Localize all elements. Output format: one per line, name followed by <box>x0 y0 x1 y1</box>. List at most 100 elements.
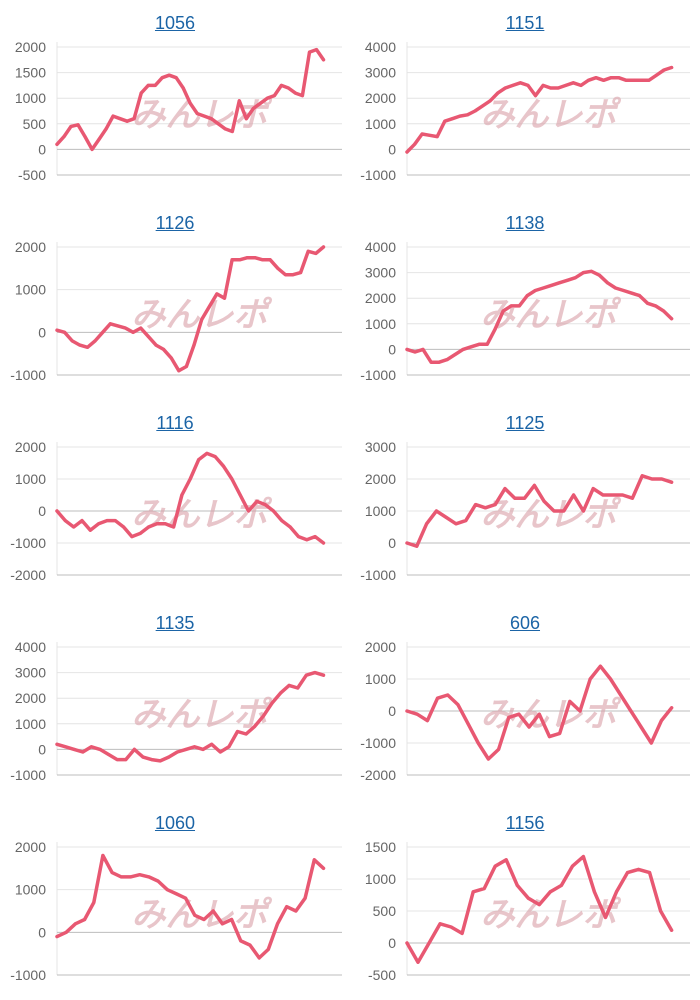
data-point <box>465 113 469 117</box>
data-point <box>270 701 274 705</box>
data-point <box>138 531 142 535</box>
chart-title-link[interactable]: 1138 <box>505 213 545 233</box>
y-tick-label: 2000 <box>15 39 46 55</box>
y-tick-label: 1500 <box>365 839 396 855</box>
data-point <box>265 96 269 100</box>
data-point <box>476 741 480 745</box>
y-tick-label: 500 <box>23 116 47 132</box>
data-point <box>630 291 634 295</box>
y-tick-label: -2000 <box>10 567 46 583</box>
chart-title-link[interactable]: 1116 <box>156 413 194 433</box>
data-point <box>614 890 618 894</box>
data-point <box>483 506 487 510</box>
data-point <box>471 890 475 894</box>
chart-title-link[interactable]: 1135 <box>155 613 195 633</box>
data-point <box>629 709 633 713</box>
data-point <box>648 871 652 875</box>
data-point <box>473 109 477 113</box>
data-point <box>542 499 546 503</box>
chart-1116: 2000 1000 0 -1000 -2000 みんレポ 1116 <box>0 400 350 600</box>
chart-title-link[interactable]: 1156 <box>505 813 545 833</box>
y-tick-label: -1000 <box>10 535 46 551</box>
data-point <box>138 873 142 877</box>
y-tick-label: 1000 <box>15 471 46 487</box>
data-point <box>558 731 562 735</box>
data-point <box>255 499 259 503</box>
data-point <box>276 266 280 270</box>
data-point <box>621 493 625 497</box>
y-tick-label: 1000 <box>365 116 396 132</box>
data-point <box>97 522 101 526</box>
data-point <box>184 896 188 900</box>
watermark-logo: みんレポ <box>481 95 622 135</box>
data-point <box>131 330 135 334</box>
data-point <box>124 758 128 762</box>
chart-title-link[interactable]: 1056 <box>154 13 196 33</box>
data-point <box>132 117 136 121</box>
data-point <box>92 900 96 904</box>
chart-1056: 2000 1500 1000 500 0 -500 みんレポ 1056 <box>0 0 350 200</box>
series-line <box>55 853 326 960</box>
y-tick-label: 1000 <box>15 716 46 732</box>
data-point <box>210 742 214 746</box>
data-point <box>89 745 93 749</box>
data-point <box>294 909 298 913</box>
data-point <box>261 714 265 718</box>
data-point <box>299 271 303 275</box>
y-tick-label: 2000 <box>365 639 396 655</box>
data-point <box>278 691 282 695</box>
y-tick-label: -1000 <box>10 367 46 383</box>
data-point <box>594 76 598 80</box>
data-point <box>304 673 308 677</box>
y-tick-label: 0 <box>388 341 396 357</box>
y-tick-label: 2000 <box>15 690 46 706</box>
data-point <box>624 78 628 82</box>
data-point <box>188 477 192 481</box>
chart-title-link[interactable]: 1151 <box>505 13 545 33</box>
data-point <box>238 258 242 262</box>
data-point <box>517 304 521 308</box>
watermark-logo: みんレポ <box>132 495 273 535</box>
data-point <box>541 83 545 87</box>
data-point <box>272 509 276 513</box>
data-point <box>611 493 615 497</box>
y-tick-label: -2000 <box>360 767 396 783</box>
data-point <box>251 106 255 110</box>
data-point <box>220 922 224 926</box>
series-line <box>55 245 326 373</box>
data-point <box>205 451 209 455</box>
chart-title-link[interactable]: 606 <box>509 613 541 633</box>
chart-title-link[interactable]: 1126 <box>155 213 195 233</box>
data-point <box>55 935 59 939</box>
data-point <box>446 693 450 697</box>
data-point <box>227 745 231 749</box>
data-point <box>405 941 409 945</box>
data-point <box>654 73 658 77</box>
y-tick-label: 0 <box>388 141 396 157</box>
y-tick-label: -1000 <box>360 567 396 583</box>
data-point <box>296 686 300 690</box>
data-point <box>200 318 204 322</box>
data-point <box>527 725 531 729</box>
data-point <box>129 875 133 879</box>
y-tick-label: 0 <box>388 935 396 951</box>
data-point <box>456 703 460 707</box>
data-point <box>420 132 424 136</box>
series-line <box>55 670 326 763</box>
chart-title-link[interactable]: 1060 <box>154 813 196 833</box>
chart-title-link[interactable]: 1125 <box>505 413 545 433</box>
data-point <box>501 309 505 313</box>
data-point <box>509 304 513 308</box>
data-point <box>547 735 551 739</box>
chart-svg: 1500 1000 500 0 -500 みんレポ <box>365 839 690 983</box>
data-point <box>321 58 325 62</box>
data-point <box>449 925 453 929</box>
data-point <box>526 83 530 87</box>
data-point <box>503 487 507 491</box>
y-tick-label: 2000 <box>15 239 46 255</box>
data-point <box>175 750 179 754</box>
y-tick-label: -500 <box>368 967 396 983</box>
data-point <box>153 83 157 87</box>
data-point <box>496 91 500 95</box>
